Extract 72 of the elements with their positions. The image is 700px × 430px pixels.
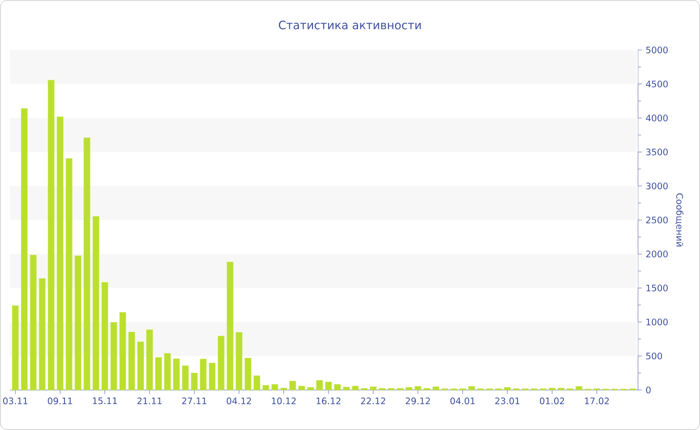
y-tick-label: 2500 <box>646 216 668 224</box>
bar <box>155 357 162 390</box>
bar <box>298 386 305 390</box>
x-tick-label: 22.12 <box>361 398 386 404</box>
bar <box>74 256 82 390</box>
x-tick-label: 27.11 <box>182 398 206 404</box>
bar <box>48 80 54 390</box>
x-tick-label: 03.11 <box>3 398 28 404</box>
x-tick-label: 15.11 <box>92 398 117 404</box>
bar <box>262 385 270 390</box>
bar <box>200 358 207 390</box>
bar <box>208 362 216 390</box>
bar <box>84 138 90 390</box>
bar <box>289 380 296 390</box>
x-tick-label: 17.02 <box>585 398 609 404</box>
bar <box>370 386 376 390</box>
bar <box>343 386 350 390</box>
y-tick-label: 2000 <box>646 250 668 258</box>
bar <box>191 372 198 390</box>
bar <box>164 353 171 390</box>
y-tick-label: 3000 <box>646 182 668 190</box>
bar <box>325 382 332 390</box>
y-tick-label: 5000 <box>646 46 668 54</box>
bar <box>468 386 475 390</box>
bar <box>334 384 341 390</box>
bar <box>307 387 314 390</box>
chart-title: Статистика активности <box>278 20 421 30</box>
x-tick-label: 23.01 <box>495 398 520 404</box>
bar <box>12 306 19 390</box>
x-tick-label: 01.02 <box>540 398 564 404</box>
x-tick-label: 04.12 <box>226 398 251 404</box>
bar <box>244 358 252 390</box>
bar <box>226 262 234 390</box>
bar <box>254 376 260 390</box>
bar <box>236 332 242 390</box>
bar <box>38 278 46 390</box>
bar <box>316 380 323 390</box>
bar <box>576 386 582 390</box>
bar <box>432 386 440 390</box>
y-tick-label: 4500 <box>646 80 668 88</box>
bar <box>218 336 224 390</box>
x-tick-label: 04.01 <box>450 398 475 404</box>
bar <box>56 116 64 390</box>
bar <box>30 254 37 390</box>
y-tick-label: 1000 <box>646 318 668 326</box>
x-tick-label: 10.12 <box>272 398 296 404</box>
bar <box>128 332 135 390</box>
bar <box>119 312 126 390</box>
y-tick-label: 0 <box>646 386 651 394</box>
bar <box>146 330 153 390</box>
y-tick-label: 4000 <box>646 114 668 122</box>
bar <box>110 322 118 390</box>
bar <box>504 387 511 390</box>
x-tick-label: 09.11 <box>48 398 72 404</box>
bar <box>272 384 278 390</box>
y-tick-label: 3500 <box>646 148 668 156</box>
bar <box>21 108 28 390</box>
x-tick-label: 21.11 <box>137 398 162 404</box>
x-tick-label: 16.12 <box>316 398 340 404</box>
bar <box>92 216 100 390</box>
y-axis-title: Сообщений <box>675 193 684 246</box>
y-tick-label: 1500 <box>646 284 668 292</box>
bar <box>137 342 144 390</box>
bar <box>182 366 189 390</box>
bar <box>173 358 180 390</box>
bar <box>406 387 412 390</box>
bar <box>352 386 359 390</box>
bar <box>66 158 72 390</box>
y-tick-label: 500 <box>646 352 662 360</box>
x-tick-label: 29.12 <box>406 398 430 404</box>
bar <box>414 386 422 390</box>
bar <box>102 282 108 390</box>
